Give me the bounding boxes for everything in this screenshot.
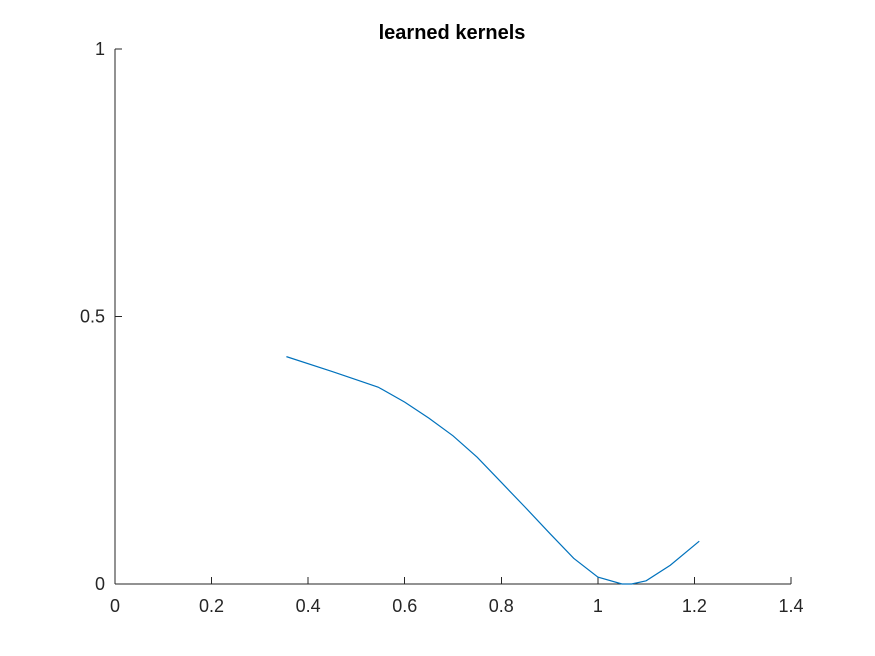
x-tick-label: 0.8 (489, 596, 514, 616)
chart-title: learned kernels (379, 22, 526, 44)
series-layer (286, 356, 700, 585)
x-tick-label: 0.2 (199, 596, 224, 616)
x-tick-label: 0 (110, 596, 120, 616)
y-tick-label: 0.5 (80, 307, 105, 327)
x-tick-label: 1.2 (682, 596, 707, 616)
series-line-0 (286, 356, 700, 585)
x-tick-label: 1 (593, 596, 603, 616)
x-tick-label: 0.6 (392, 596, 417, 616)
axes: 0 0.2 0.4 0.6 0.8 1 1.2 1.4 0 0.5 1 (80, 39, 804, 616)
x-tick-label: 0.4 (296, 596, 321, 616)
y-tick-label: 0 (95, 574, 105, 594)
x-tick-label: 1.4 (778, 596, 803, 616)
y-tick-label: 1 (95, 39, 105, 59)
